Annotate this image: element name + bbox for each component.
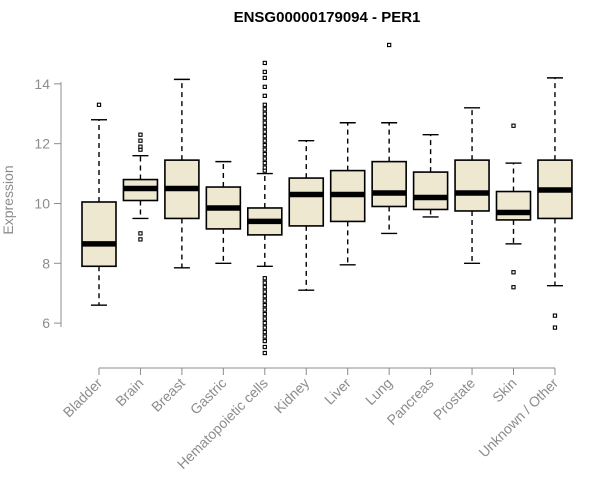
outlier-point: [262, 303, 267, 308]
y-axis-ticks: 6 8 10 12 14: [34, 76, 61, 331]
outlier-point: [262, 311, 267, 317]
outlier-point: [262, 165, 267, 170]
x-tick-label: Unknown / Other: [475, 375, 561, 461]
outlier-point: [262, 138, 267, 143]
outlier-point: [262, 307, 267, 312]
outlier-point: [138, 132, 143, 137]
outlier-point: [262, 334, 267, 339]
outlier-point: [552, 313, 558, 318]
y-tick-label: 8: [42, 255, 50, 271]
outlier-point: [262, 93, 267, 98]
x-tick-label: Prostate: [430, 375, 478, 423]
outlier-point: [262, 75, 267, 81]
box-2: [122, 132, 159, 242]
iqr-box: [454, 159, 490, 212]
outlier-point: [262, 151, 267, 157]
box-4: [205, 160, 242, 264]
box-8: [371, 42, 407, 235]
outlier-point: [96, 102, 102, 107]
outlier-point: [138, 144, 143, 149]
x-tick-label: Kidney: [271, 375, 313, 417]
y-tick-label: 10: [34, 195, 50, 211]
y-tick-label: 6: [42, 315, 50, 331]
outlier-point: [262, 344, 267, 350]
x-tick-label: Liver: [321, 375, 354, 408]
outlier-point: [262, 69, 267, 75]
box-11: [495, 123, 532, 290]
outlier-point: [262, 294, 267, 299]
box-5: [247, 60, 283, 356]
outlier-point: [262, 289, 267, 294]
iqr-box: [412, 171, 449, 211]
outlier-point: [262, 116, 267, 121]
outlier-point: [262, 129, 267, 134]
outlier-point: [262, 111, 267, 116]
outlier-point: [262, 329, 267, 335]
chart-title: ENSG00000179094 - PER1: [234, 9, 421, 26]
x-tick-label: Brain: [112, 375, 146, 409]
outlier-point: [511, 123, 516, 128]
outlier-point: [262, 84, 267, 90]
iqr-box: [81, 201, 117, 268]
box-3: [164, 78, 200, 269]
iqr-box: [371, 160, 407, 208]
outlier-point: [511, 285, 516, 290]
x-tick-label: Breast: [148, 375, 188, 415]
outlier-point: [262, 160, 267, 166]
outlier-point: [262, 102, 267, 107]
outlier-point: [262, 147, 267, 152]
outlier-point: [262, 280, 267, 285]
outlier-point: [262, 134, 267, 139]
outlier-point: [552, 325, 558, 330]
box-9: [412, 134, 449, 218]
x-tick-label: Skin: [489, 375, 520, 406]
iqr-box: [288, 177, 325, 227]
outlier-point: [262, 316, 267, 321]
outlier-point: [262, 350, 267, 356]
y-tick-label: 14: [34, 76, 50, 92]
y-tick-label: 12: [34, 136, 50, 152]
outlier-point: [262, 338, 267, 344]
outlier-point: [386, 42, 392, 48]
plot-area: [81, 42, 573, 356]
box-1: [81, 102, 117, 306]
box-12: [537, 77, 573, 330]
outlier-point: [262, 60, 267, 66]
outlier-point: [138, 138, 143, 143]
outlier-point: [262, 325, 267, 330]
outlier-point: [262, 298, 267, 303]
outlier-point: [511, 270, 516, 275]
y-axis-label: Expression: [0, 165, 16, 234]
outlier-point: [138, 237, 143, 242]
outlier-point: [262, 125, 267, 130]
box-10: [454, 107, 490, 264]
box-6: [288, 139, 325, 291]
outlier-point: [262, 120, 267, 125]
outlier-point: [262, 276, 267, 281]
x-tick-label: Lung: [362, 375, 395, 408]
outlier-point: [262, 143, 267, 148]
outlier-point: [262, 107, 267, 112]
x-tick-label: Bladder: [60, 375, 106, 421]
iqr-box: [495, 190, 532, 221]
box-7: [329, 122, 366, 266]
outlier-point: [262, 320, 267, 326]
outlier-point: [262, 285, 267, 290]
outlier-point: [262, 156, 267, 161]
outlier-point: [138, 231, 143, 236]
